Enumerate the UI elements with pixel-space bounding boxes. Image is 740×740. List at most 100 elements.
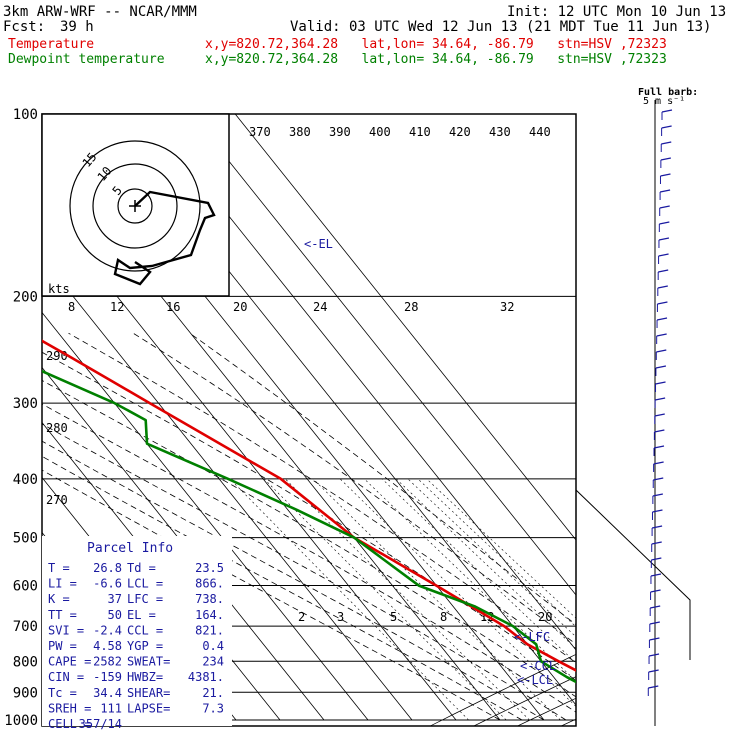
hodograph-units: kts <box>48 282 70 296</box>
pressure-tick-label: 200 <box>13 289 38 305</box>
mixing-ratio-label: 32 <box>500 300 514 314</box>
wind-barb <box>653 445 665 449</box>
wind-barb <box>652 509 663 513</box>
parcel-info-cell: HWBZ= <box>127 670 163 684</box>
mixing-ratio-label: 28 <box>404 300 418 314</box>
parcel-info-cell: -2.4 <box>93 623 122 637</box>
mixing-ratio-label: 12 <box>110 300 124 314</box>
parcel-info-cell: 164. <box>195 608 224 622</box>
mixing-ratio-line <box>363 478 576 682</box>
moist-adiabat <box>42 379 576 698</box>
pressure-tick-label: 100 <box>13 107 38 123</box>
wind-barb <box>649 637 660 641</box>
forecast-label: Fcst: <box>3 19 45 35</box>
mixing-ratio-label: 20 <box>233 300 247 314</box>
mixing-ratio-line <box>381 478 576 664</box>
parcel-info-cell: SWEAT= <box>127 655 170 669</box>
wind-barb <box>649 621 660 625</box>
theta-label-low: 270 <box>46 493 68 507</box>
wind-barbs <box>647 109 673 696</box>
wind-barb <box>648 653 660 657</box>
wind-barb <box>658 237 670 241</box>
legend-temperature-info: x,y=820.72,364.28 lat,lon= 34.64, -86.79… <box>205 37 667 52</box>
parcel-info-cell: 34.4 <box>93 686 122 700</box>
theta-label: 430 <box>489 125 511 139</box>
legend-dewpoint: Dewpoint temperature <box>8 52 165 67</box>
theta-label: 400 <box>369 125 391 139</box>
parcel-info-cell: LI = <box>48 577 77 591</box>
hodograph-ring-15 <box>69 140 201 272</box>
wind-barb <box>658 253 669 257</box>
mixing-ratio-label-low: 3 <box>337 610 344 624</box>
mixing-ratio-label: 8 <box>68 300 75 314</box>
plot-border <box>41 113 577 727</box>
wind-barb <box>658 269 669 273</box>
parcel-info-cell: TT = <box>48 608 77 622</box>
dry-adiabat <box>605 114 740 726</box>
theta-label-low: 290 <box>46 349 68 363</box>
hodograph-inset: 5 10 15 kts <box>41 113 230 297</box>
forecast-hours: 39 h <box>60 19 94 35</box>
valid-time: Valid: 03 UTC Wed 12 Jun 13 (21 MDT Tue … <box>290 19 711 35</box>
lcl-marker: <-LCL <box>517 673 553 687</box>
legend-dewpoint-info: x,y=820.72,364.28 lat,lon= 34.64, -86.79… <box>205 52 667 67</box>
wind-barb <box>650 605 661 609</box>
parcel-info-cell: Tc = <box>48 686 77 700</box>
parcel-info-cell: T = <box>48 561 70 575</box>
wind-barb <box>661 109 673 113</box>
dry-adiabat <box>517 697 576 726</box>
moist-adiabat <box>42 403 576 713</box>
wind-barb <box>650 573 662 577</box>
plot-border-extension <box>575 470 691 660</box>
parcel-info-cell: SVI = <box>48 623 84 637</box>
wind-barb <box>656 349 667 353</box>
wind-barb <box>648 685 659 689</box>
parcel-info-cell: Td = <box>127 561 156 575</box>
wind-barb <box>657 301 668 305</box>
parcel-info-cell: 50 <box>108 608 122 622</box>
legend-temperature: Temperature <box>8 37 94 52</box>
wind-barb <box>655 397 666 401</box>
lfc-marker: <-LFC <box>514 630 550 644</box>
pressure-tick-label: 1000 <box>4 713 38 729</box>
parcel-info-cell: 821. <box>195 623 224 637</box>
parcel-info-cell: 26.8 <box>93 561 122 575</box>
plot-frame <box>41 100 691 727</box>
pressure-tick-label: 700 <box>13 619 38 635</box>
wind-barb <box>653 477 664 481</box>
mixing-ratio-line <box>229 478 469 721</box>
moist-adiabat <box>42 423 567 721</box>
profiles <box>42 339 576 684</box>
pressure-tick-label: 800 <box>13 654 38 670</box>
parcel-info-cell: SHEAR= <box>127 686 170 700</box>
parcel-info-cell: LFC = <box>127 592 163 606</box>
parcel-info-cell: 234 <box>202 655 224 669</box>
el-marker: <-EL <box>304 237 333 251</box>
wind-barb <box>659 189 671 193</box>
parcel-info-cell: CIN = <box>48 670 84 684</box>
wind-barb <box>650 589 661 593</box>
init-time: Init: 12 UTC Mon 10 Jun 13 <box>507 4 726 20</box>
theta-label: 410 <box>409 125 431 139</box>
mixing-ratio-label-low: 20 <box>538 610 552 624</box>
hodograph-ring-5 <box>117 188 153 224</box>
parcel-info-cell: -6.6 <box>93 577 122 591</box>
wind-barb <box>661 141 672 145</box>
pressure-tick-label: 600 <box>13 579 38 595</box>
wind-barb <box>652 493 663 497</box>
parcel-info-box: Parcel Info T = 26.8 Td = 23.5 LI = -6.6 LCL =… <box>42 536 232 731</box>
parcel-info-background <box>42 536 232 726</box>
model-title: 3km ARW-WRF -- NCAR/MMM <box>3 4 197 20</box>
parcel-info-cell: 2582 <box>93 655 122 669</box>
theta-label: 380 <box>289 125 311 139</box>
parcel-info-cell: 357/14 <box>79 717 122 731</box>
wind-barb <box>656 317 668 321</box>
parcel-info-cell: 37 <box>108 592 122 606</box>
parcel-info-cell: 23.5 <box>195 561 224 575</box>
barb-legend-line2: 5 m s⁻¹ <box>643 96 685 107</box>
wind-barb <box>655 365 667 369</box>
parcel-info-cell: YGP = <box>127 639 163 653</box>
wind-barb <box>648 669 659 673</box>
parcel-info-cell: 0.4 <box>202 639 224 653</box>
